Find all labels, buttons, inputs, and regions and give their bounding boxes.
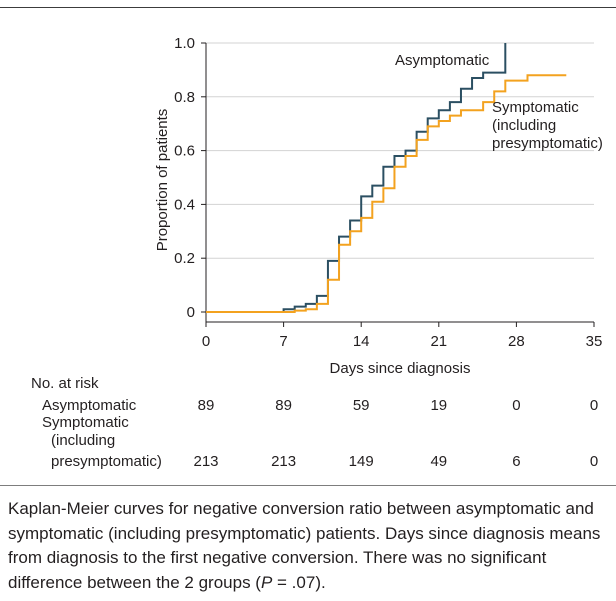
caption-divider <box>0 485 616 486</box>
risk-count: 0 <box>512 397 520 414</box>
risk-table-counts: 89 89 59 19 0 0 213 213 149 49 6 0 <box>193 397 598 470</box>
risk-count: 49 <box>430 453 447 470</box>
x-tick-label: 21 <box>430 333 447 350</box>
risk-count: 59 <box>353 397 370 414</box>
x-tick-label: 0 <box>202 333 210 350</box>
risk-count: 19 <box>430 397 447 414</box>
caption-text: = .07). <box>272 572 326 592</box>
risk-row-label: Symptomatic <box>42 414 129 431</box>
symptomatic-label-line: (including <box>492 117 556 134</box>
symptomatic-label-line: presymptomatic) <box>492 135 603 152</box>
asymptomatic-label: Asymptomatic <box>395 52 490 69</box>
kaplan-meier-chart: 0 0.2 0.4 0.6 0.8 1.0 0 7 14 21 28 35 Proportion o… <box>31 35 603 470</box>
risk-count: 0 <box>590 453 598 470</box>
risk-row-label: (including <box>51 432 115 449</box>
caption-line: Kaplan-Meier curves for negative convers… <box>8 499 594 518</box>
gridlines <box>206 42 594 259</box>
y-tick-label: 0.6 <box>174 143 195 160</box>
risk-table-title: No. at risk <box>31 375 99 392</box>
risk-row-label: presymptomatic) <box>51 453 162 470</box>
symptomatic-curve <box>206 74 567 313</box>
x-tick-label: 7 <box>279 333 287 350</box>
x-axis-title: Days since diagnosis <box>330 360 471 377</box>
y-tick-label: 0 <box>187 304 195 321</box>
p-value-symbol: P <box>260 572 273 592</box>
x-tick-label: 28 <box>508 333 525 350</box>
risk-count: 89 <box>275 397 292 414</box>
risk-count: 89 <box>198 397 215 414</box>
risk-count: 213 <box>193 453 218 470</box>
asymptomatic-curve <box>206 43 507 313</box>
caption-line: difference between the 2 groups (P = .07… <box>8 571 612 596</box>
top-rule <box>0 7 616 8</box>
risk-count: 6 <box>512 453 520 470</box>
y-axis-ticks: 0 0.2 0.4 0.6 0.8 1.0 <box>174 35 206 321</box>
y-tick-label: 0.4 <box>174 196 195 213</box>
caption-line: symptomatic (including presymptomatic) p… <box>8 523 601 543</box>
y-axis-title: Proportion of patients <box>154 109 171 252</box>
y-tick-label: 0.8 <box>174 89 195 106</box>
figure-caption: Kaplan-Meier curves for negative convers… <box>8 497 612 595</box>
x-tick-label: 35 <box>586 333 603 350</box>
x-tick-label: 14 <box>353 333 370 350</box>
risk-count: 213 <box>271 453 296 470</box>
caption-line: from diagnosis to the first negative con… <box>8 548 547 567</box>
symptomatic-label-line: Symptomatic <box>492 99 579 116</box>
caption-text: difference between the 2 groups ( <box>8 572 261 592</box>
y-tick-label: 1.0 <box>174 35 195 52</box>
risk-count: 0 <box>590 397 598 414</box>
risk-row-label: Asymptomatic <box>42 397 137 414</box>
risk-count: 149 <box>349 453 374 470</box>
symptomatic-label: Symptomatic (including presymptomatic) <box>492 99 603 152</box>
x-axis-ticks: 0 7 14 21 28 35 <box>202 322 603 350</box>
y-tick-label: 0.2 <box>174 250 195 267</box>
